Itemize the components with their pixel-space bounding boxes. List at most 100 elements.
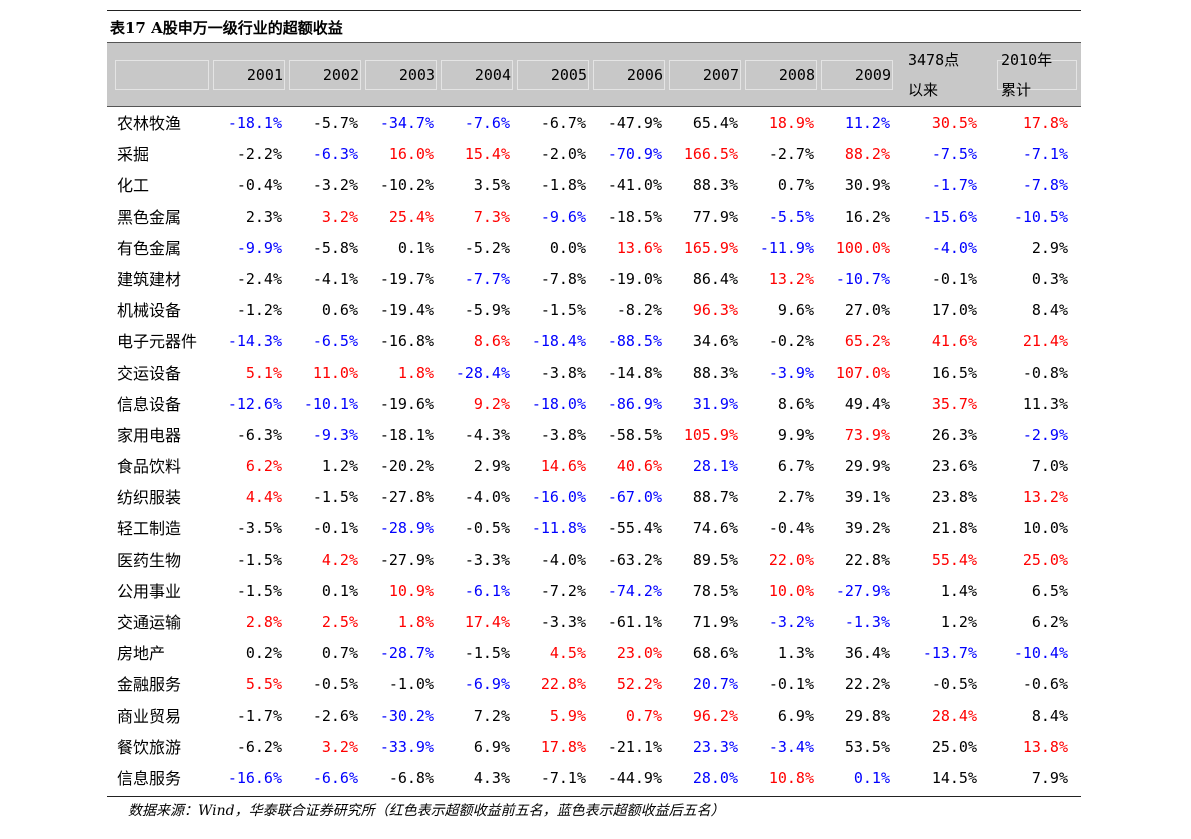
value-cell: -2.9%: [1022, 425, 1068, 444]
value-cell: 10.8%: [768, 768, 814, 787]
value-cell: -20.2%: [379, 457, 434, 476]
value-cell: 14.6%: [540, 457, 586, 476]
table-row: 纺织服装 4.4% -1.5% -27.8% -4.0% -16.0% -67.0% 88.7…: [107, 482, 1081, 513]
header-cell: [289, 60, 361, 90]
header-year: 2005: [550, 66, 587, 84]
table-row: 机械设备 -1.2% 0.6% -19.4% -5.9% -1.5% -8.2% 96.3% 9…: [107, 295, 1081, 326]
value-cell: -11.8%: [531, 519, 586, 538]
value-cell: 29.9%: [844, 457, 890, 476]
value-cell: -7.1%: [540, 768, 586, 787]
header-cell: [669, 60, 741, 90]
value-cell: 13.8%: [1022, 737, 1068, 756]
value-cell: -5.2%: [464, 238, 510, 257]
value-cell: -4.0%: [540, 550, 586, 569]
value-cell: 166.5%: [683, 145, 738, 164]
value-cell: -63.2%: [607, 550, 662, 569]
value-cell: 73.9%: [844, 425, 890, 444]
value-cell: -10.1%: [303, 394, 358, 413]
industry-name: 农林牧渔: [117, 114, 182, 133]
value-cell: -27.8%: [379, 488, 434, 507]
value-cell: -3.2%: [312, 176, 358, 195]
value-cell: 30.5%: [931, 114, 977, 132]
value-cell: 13.6%: [616, 238, 662, 257]
value-cell: -3.4%: [768, 737, 814, 756]
header-cell: [997, 60, 1077, 90]
table-row: 公用事业 -1.5% 0.1% 10.9% -6.1% -7.2% -74.2% 78.5% 1…: [107, 576, 1081, 607]
value-cell: 23.6%: [931, 457, 977, 476]
industry-name: 信息设备: [117, 394, 182, 414]
value-cell: 96.2%: [692, 706, 738, 725]
industry-name: 房地产: [117, 644, 166, 664]
value-cell: 16.5%: [931, 363, 977, 382]
value-cell: -18.1%: [227, 114, 282, 132]
value-cell: 8.4%: [1031, 706, 1068, 725]
value-cell: -6.8%: [388, 768, 434, 787]
value-cell: -3.8%: [540, 425, 586, 444]
industry-name: 有色金属: [117, 238, 182, 258]
value-cell: -28.4%: [455, 363, 510, 382]
value-cell: 17.0%: [931, 301, 977, 320]
value-cell: -7.8%: [540, 269, 586, 288]
value-cell: -3.3%: [540, 613, 586, 631]
value-cell: 0.3%: [1031, 269, 1068, 288]
header-year: 2004: [474, 66, 511, 84]
value-cell: 105.9%: [683, 425, 738, 444]
table-row: 交通运输 2.8% 2.5% 1.8% 17.4% -3.3% -61.1% 71.9% -3.…: [107, 607, 1081, 638]
table-row: 采掘 -2.2% -6.3% 16.0% 15.4% -2.0% -70.9% 166.5% -…: [107, 139, 1081, 170]
value-cell: -9.6%: [540, 207, 586, 226]
value-cell: -2.7%: [768, 145, 814, 164]
value-cell: -18.5%: [607, 207, 662, 226]
table-header: 2001 2002 2003 2004 2005 2006 2007 2008 …: [107, 42, 1081, 107]
value-cell: 6.9%: [777, 706, 814, 725]
industry-name: 家用电器: [117, 425, 182, 445]
value-cell: -1.5%: [236, 550, 282, 569]
value-cell: 29.8%: [844, 706, 890, 725]
header-2010-ytd: 2010年 累计: [1001, 45, 1052, 105]
industry-name: 信息服务: [117, 768, 182, 788]
table-row: 轻工制造 -3.5% -0.1% -28.9% -0.5% -11.8% -55.4% 74.…: [107, 513, 1081, 544]
value-cell: 13.2%: [768, 269, 814, 288]
value-cell: 36.4%: [844, 644, 890, 663]
value-cell: 39.1%: [844, 488, 890, 507]
value-cell: 7.9%: [1031, 768, 1068, 787]
industry-name: 交通运输: [117, 613, 182, 632]
table-row: 建筑建材 -2.4% -4.1% -19.7% -7.7% -7.8% -19.0% 86.4…: [107, 264, 1081, 295]
value-cell: -10.2%: [379, 176, 434, 195]
value-cell: 30.9%: [844, 176, 890, 195]
value-cell: -19.7%: [379, 269, 434, 288]
value-cell: 0.1%: [853, 768, 890, 787]
value-cell: -58.5%: [607, 425, 662, 444]
value-cell: 16.2%: [844, 207, 890, 226]
header-since-3478-line2: 以来: [908, 81, 939, 99]
value-cell: 3.5%: [473, 176, 510, 195]
value-cell: 10.0%: [1022, 519, 1068, 538]
value-cell: 107.0%: [835, 363, 890, 382]
value-cell: 28.4%: [931, 706, 977, 725]
value-cell: 5.5%: [245, 675, 282, 694]
table-row: 家用电器 -6.3% -9.3% -18.1% -4.3% -3.8% -58.5% 105.…: [107, 420, 1081, 451]
industry-name: 黑色金属: [117, 207, 182, 227]
value-cell: -9.9%: [236, 238, 282, 257]
value-cell: -3.3%: [464, 550, 510, 569]
value-cell: 31.9%: [692, 394, 738, 413]
table-row: 农林牧渔 -18.1% -5.7% -34.7% -7.6% -6.7% -47.9% 65.…: [107, 108, 1081, 139]
value-cell: -0.8%: [1022, 363, 1068, 382]
value-cell: 2.3%: [245, 207, 282, 226]
value-cell: 0.0%: [549, 238, 586, 257]
value-cell: -0.1%: [768, 675, 814, 694]
value-cell: 17.4%: [464, 613, 510, 631]
value-cell: 65.2%: [844, 332, 890, 351]
value-cell: 3.2%: [321, 207, 358, 226]
value-cell: -3.5%: [236, 519, 282, 538]
value-cell: 22.8%: [844, 550, 890, 569]
header-cell: [821, 60, 893, 90]
industry-name: 公用事业: [117, 581, 182, 601]
value-cell: -9.3%: [312, 425, 358, 444]
header-year: 2001: [246, 66, 283, 84]
header-year: 2007: [702, 66, 739, 84]
value-cell: 16.0%: [388, 145, 434, 164]
value-cell: -4.1%: [312, 269, 358, 288]
value-cell: -70.9%: [607, 145, 662, 164]
value-cell: -19.4%: [379, 301, 434, 320]
table-row: 黑色金属 2.3% 3.2% 25.4% 7.3% -9.6% -18.5% 77.9% -5.…: [107, 202, 1081, 233]
